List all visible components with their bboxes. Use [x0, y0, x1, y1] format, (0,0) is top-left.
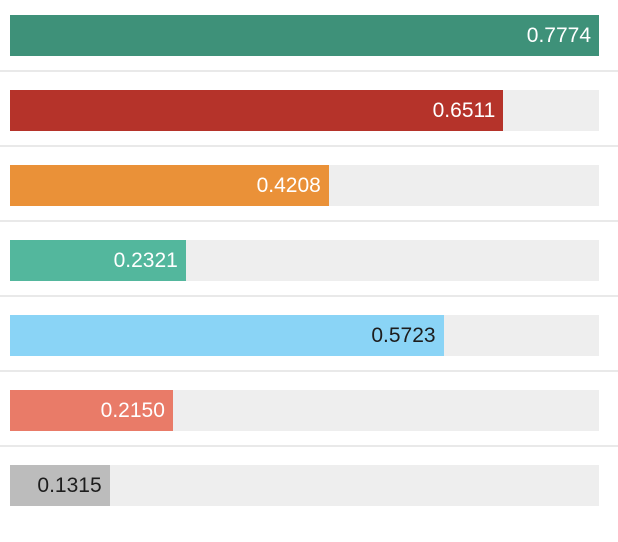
bar-row: 0.6511 — [10, 90, 599, 131]
bar-fill: 0.2321 — [10, 240, 186, 281]
bar-track: 0.2150 — [10, 390, 599, 431]
row-separator — [0, 220, 618, 222]
bar-value-label: 0.4208 — [256, 174, 321, 197]
row-separator — [0, 370, 618, 372]
row-separator — [0, 445, 618, 447]
bar-value-label: 0.1315 — [37, 474, 102, 497]
bar-track: 0.5723 — [10, 315, 599, 356]
bar-row: 0.5723 — [10, 315, 599, 356]
bar-value-label: 0.5723 — [371, 324, 436, 347]
bar-row: 0.4208 — [10, 165, 599, 206]
bar-track: 0.4208 — [10, 165, 599, 206]
bar-value-label: 0.7774 — [526, 24, 591, 47]
bar-row: 0.7774 — [10, 15, 599, 56]
bar-fill: 0.1315 — [10, 465, 110, 506]
bar-row: 0.1315 — [10, 465, 599, 506]
bar-value-label: 0.2321 — [113, 249, 178, 272]
bar-value-label: 0.6511 — [432, 99, 496, 122]
bar-value-label: 0.2150 — [100, 399, 165, 422]
bar-track: 0.7774 — [10, 15, 599, 56]
row-separator — [0, 70, 618, 72]
bar-fill: 0.2150 — [10, 390, 173, 431]
row-separator — [0, 295, 618, 297]
bar-fill: 0.4208 — [10, 165, 329, 206]
bar-fill: 0.7774 — [10, 15, 599, 56]
bar-row: 0.2321 — [10, 240, 599, 281]
row-separator — [0, 145, 618, 147]
bar-track: 0.6511 — [10, 90, 599, 131]
bar-row: 0.2150 — [10, 390, 599, 431]
bar-fill: 0.6511 — [10, 90, 504, 131]
bar-fill: 0.5723 — [10, 315, 444, 356]
bar-track: 0.2321 — [10, 240, 599, 281]
bar-track: 0.1315 — [10, 465, 599, 506]
